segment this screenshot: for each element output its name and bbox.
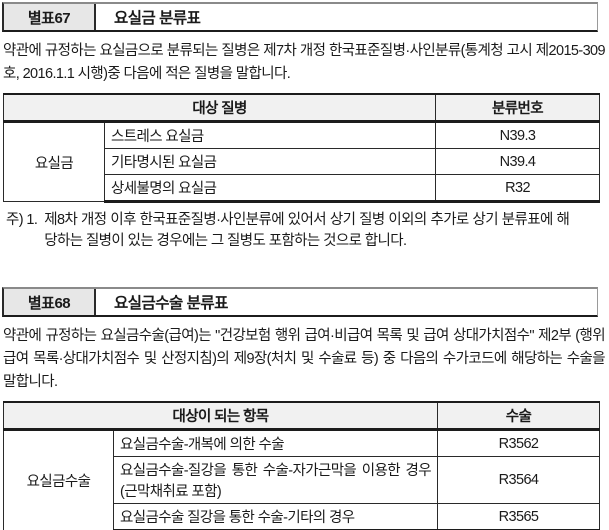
table-cell-item: 요실금수술-개복에 의한 수술 [112,429,439,457]
surgery-classification-table: 대상이 되는 항목 수술 요실금수술 요실금수술-개복에 의한 수술 R3562… [2,401,601,530]
table-row: 상세불명의 요실금 R32 [4,174,601,203]
column-header-target-item: 대상이 되는 항목 [2,401,439,431]
annex-67-note: 주) 1. 제8차 개정 이후 한국표준질병·사인분류에 있어서 상기 질병 이… [6,210,606,252]
column-header-target-disease: 대상 질병 [2,93,437,123]
table-row: 요실금수술 질강을 통한 수술-기타의 경우 R3565 [4,503,601,530]
table-header-row: 대상이 되는 항목 수술 [2,401,601,431]
table-cell-code: R3564 [437,456,601,504]
disease-classification-table: 대상 질병 분류번호 요실금 스트레스 요실금 N39.3 기타명시된 요실금 … [2,93,601,203]
annex-67-tag-badge: 별표67 [4,4,96,30]
annex-67-title: 요실금 분류표 [114,10,201,27]
table-cell-item: 상세불명의 요실금 [103,174,437,203]
section-annex-67: 별표67 요실금 분류표 약관에 규정하는 요실금으로 분류되는 질병은 제7차… [2,2,606,252]
table-row: 요실금수술 요실금수술-개복에 의한 수술 R3562 [3,429,601,530]
table-cell-code: N39.3 [435,121,601,149]
table-row: 요실금수술-질강을 통한 수술-자가근막을 이용한 경우(근막채취료 포함) R… [4,456,601,504]
table-header-row: 대상 질병 분류번호 [2,93,601,123]
annex-68-tag-badge: 별표68 [4,289,96,315]
row-group-label: 요실금수술 [3,429,114,530]
column-header-classification-number: 분류번호 [435,93,601,123]
annex-68-titlebar: 별표68 요실금수술 분류표 [2,287,598,317]
row-group-label: 요실금 [3,121,105,202]
table-cell-code: N39.4 [435,148,601,175]
annex-67-titlebar: 별표67 요실금 분류표 [2,2,598,32]
table-row: 요실금 스트레스 요실금 N39.3 [3,121,601,202]
column-header-surgery: 수술 [437,401,601,431]
annex-68-title: 요실금수술 분류표 [114,295,228,312]
note-text: 제8차 개정 이후 한국표준질병·사인분류에 있어서 상기 질병 이외의 추가로… [44,212,570,249]
table-row: 기타명시된 요실금 N39.4 [4,148,601,175]
annex-67-paragraph: 약관에 규정하는 요실금으로 분류되는 질병은 제7차 개정 한국표준질병·사인… [3,43,606,82]
table-cell-item: 기타명시된 요실금 [103,148,437,175]
table-cell-item: 요실금수술-질강을 통한 수술-자가근막을 이용한 경우(근막채취료 포함) [112,456,439,504]
annex-68-paragraph: 약관에 규정하는 요실금수술(급여)는 "건강보험 행위 급여·비급여 목록 및… [3,328,606,390]
table-cell-item: 요실금수술 질강을 통한 수술-기타의 경우 [112,503,439,530]
table-cell-item: 스트레스 요실금 [103,121,437,149]
table-cell-code: R3562 [437,429,601,457]
table-cell-code: R3565 [437,503,601,530]
note-prefix: 주) 1. [6,212,38,228]
table-cell-code: R32 [435,174,601,203]
section-annex-68: 별표68 요실금수술 분류표 약관에 규정하는 요실금수술(급여)는 "건강보험… [2,287,606,530]
